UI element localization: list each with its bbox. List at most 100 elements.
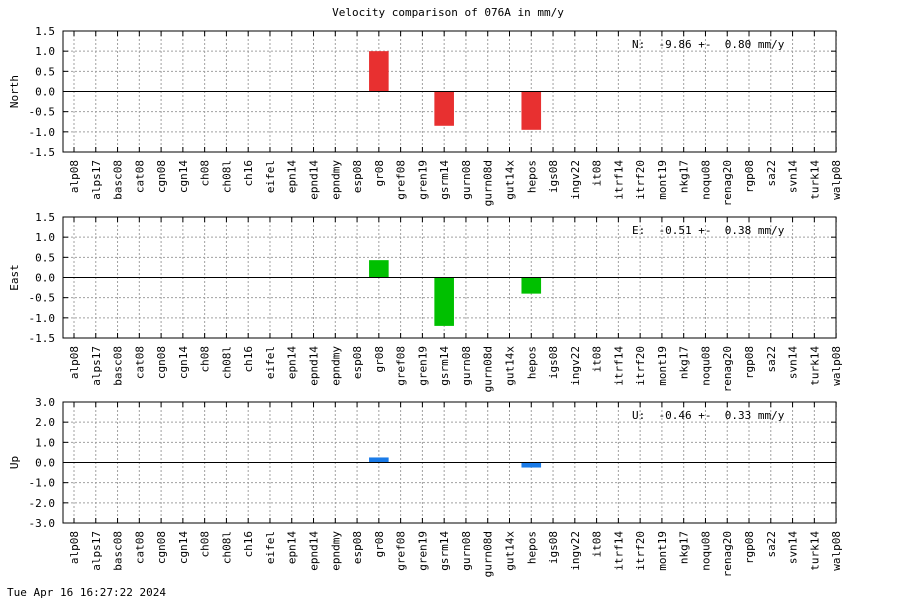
xtick-label: alp08	[68, 160, 81, 193]
xtick-label: svn14	[787, 346, 800, 379]
bar-hepos	[521, 462, 542, 468]
chart-title: Velocity comparison of 076A in mm/y	[332, 6, 564, 19]
xtick-label: gr08	[373, 531, 386, 558]
velocity-annotation: N: -9.86 +- 0.80 mm/y	[632, 38, 785, 51]
xtick-label: ch08l	[220, 531, 233, 564]
xtick-label: ch08	[199, 160, 212, 187]
xtick-label: gurn08d	[482, 346, 495, 392]
xtick-label: epn14	[286, 531, 299, 564]
xtick-label: epndmy	[329, 160, 342, 200]
xtick-label: cgn08	[155, 531, 168, 564]
xtick-label: walp08	[830, 531, 843, 571]
xtick-label: itrf20	[634, 160, 647, 200]
xtick-label: gurn08	[460, 346, 473, 386]
xtick-label: esp08	[351, 531, 364, 564]
bar-gsrm14	[434, 91, 454, 126]
ytick-label: -1.5	[29, 332, 56, 345]
xtick-label: gurn08	[460, 531, 473, 571]
xtick-label: nkg17	[678, 531, 691, 564]
xtick-label: gsrm14	[438, 346, 451, 386]
xtick-label: it08	[591, 531, 604, 558]
ytick-label: 0.5	[35, 65, 55, 78]
ytick-label: -0.5	[29, 292, 56, 305]
xtick-label: gurn08	[460, 160, 473, 200]
xtick-label: cgn14	[177, 346, 190, 379]
bar-gsrm14	[434, 277, 454, 326]
xtick-label: ch08l	[220, 160, 233, 193]
velocity-annotation: E: -0.51 +- 0.38 mm/y	[632, 224, 785, 237]
xtick-label: gut14x	[503, 346, 516, 386]
ytick-label: -1.0	[29, 126, 56, 139]
xtick-label: igs08	[547, 160, 560, 193]
ytick-label: 3.0	[35, 396, 55, 409]
ytick-label: -3.0	[29, 517, 56, 530]
xtick-label: alps17	[90, 346, 103, 386]
ylabel: East	[8, 264, 21, 291]
ytick-label: -1.5	[29, 146, 56, 159]
xtick-label: cat08	[133, 160, 146, 193]
xtick-label: mont19	[656, 346, 669, 386]
ytick-label: 0.0	[35, 272, 55, 285]
bar-hepos	[521, 91, 542, 130]
ytick-label: 2.0	[35, 416, 55, 429]
panels-group: 1.5 1.0 0.5 0.0 -0.5 -1.0 -1.5 alp08 alps17 basc0…	[8, 25, 843, 577]
xtick-label: sa22	[765, 531, 778, 558]
xtick-label: renag20	[721, 346, 734, 392]
ytick-label: 1.0	[35, 231, 55, 244]
xtick-label: noqu08	[699, 531, 712, 571]
ytick-label: -1.0	[29, 312, 56, 325]
xtick-label: gref08	[395, 160, 408, 200]
ytick-label: 1.5	[35, 25, 55, 38]
xtick-label: esp08	[351, 346, 364, 379]
xtick-label: nkg17	[678, 346, 691, 379]
xtick-label: alp08	[68, 531, 81, 564]
xtick-label: hepos	[525, 346, 538, 379]
ytick-label: 1.0	[35, 45, 55, 58]
xtick-label: rgp08	[743, 346, 756, 379]
xtick-label: ch08l	[220, 346, 233, 379]
xtick-label: ch16	[242, 160, 255, 187]
xtick-label: epn14	[286, 346, 299, 379]
xtick-label: it08	[591, 346, 604, 373]
xtick-label: basc08	[112, 531, 125, 571]
xtick-label: sa22	[765, 160, 778, 187]
xtick-label: turk14	[808, 346, 821, 386]
panel-east: 1.5 1.0 0.5 0.0 -0.5 -1.0 -1.5 alp08 alps17 basc0…	[8, 211, 843, 392]
xtick-label: eifel	[264, 531, 277, 564]
xtick-label: gr08	[373, 346, 386, 373]
xtick-label: itrf14	[612, 531, 625, 571]
xtick-label: gurn08d	[482, 160, 495, 206]
xtick-label: turk14	[808, 160, 821, 200]
xtick-label: ingv22	[569, 160, 582, 200]
xtick-label: gsrm14	[438, 160, 451, 200]
xtick-label: gren19	[416, 346, 429, 386]
xtick-label: nkg17	[678, 160, 691, 193]
ytick-label: 0.0	[35, 457, 55, 470]
ylabel: North	[8, 75, 21, 108]
xtick-label: walp08	[830, 160, 843, 200]
ytick-label: -0.5	[29, 106, 56, 119]
xtick-label: noqu08	[699, 346, 712, 386]
xtick-label: gren19	[416, 531, 429, 571]
bar-gr08	[369, 457, 389, 463]
xtick-label: eifel	[264, 160, 277, 193]
xtick-label: epnd14	[308, 160, 321, 200]
xtick-label: gut14x	[503, 531, 516, 571]
xtick-label: itrf14	[612, 160, 625, 200]
xtick-label: cgn08	[155, 346, 168, 379]
xtick-label: cgn14	[177, 160, 190, 193]
ytick-label: 0.0	[35, 86, 55, 99]
xtick-label: rgp08	[743, 531, 756, 564]
xtick-label: cgn08	[155, 160, 168, 193]
bar-hepos	[521, 277, 542, 294]
xtick-label: epndmy	[329, 346, 342, 386]
xtick-label: hepos	[525, 531, 538, 564]
xtick-label: epnd14	[308, 531, 321, 571]
xtick-label: hepos	[525, 160, 538, 193]
xtick-label: it08	[591, 160, 604, 187]
xtick-label: gr08	[373, 160, 386, 187]
xtick-label: ch16	[242, 346, 255, 373]
xtick-label: epn14	[286, 160, 299, 193]
xtick-label: gut14x	[503, 160, 516, 200]
xtick-label: mont19	[656, 160, 669, 200]
